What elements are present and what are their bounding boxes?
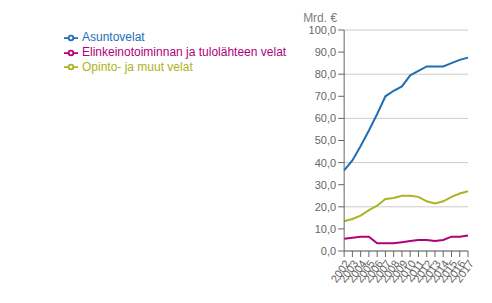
svg-text:100,0: 100,0	[309, 24, 337, 36]
svg-text:20,0: 20,0	[315, 201, 336, 213]
svg-text:70,0: 70,0	[315, 90, 336, 102]
svg-text:2017: 2017	[452, 258, 476, 285]
svg-text:Mrd. €: Mrd. €	[303, 11, 337, 25]
svg-text:30,0: 30,0	[315, 179, 336, 191]
svg-text:60,0: 60,0	[315, 112, 336, 124]
svg-text:80,0: 80,0	[315, 68, 336, 80]
svg-text:50,0: 50,0	[315, 134, 336, 146]
svg-text:0,0: 0,0	[321, 245, 336, 257]
html-text:Elinkeinotoiminnan ja tuloläht: Elinkeinotoiminnan ja tulolähteen velat	[82, 44, 287, 59]
html-text:Opinto- ja muut velat: Opinto- ja muut velat	[82, 59, 193, 74]
svg-text:90,0: 90,0	[315, 46, 336, 58]
html-text:Asuntovelat: Asuntovelat	[82, 30, 145, 44]
svg-text:10,0: 10,0	[315, 223, 336, 235]
svg-text:40,0: 40,0	[315, 157, 336, 169]
